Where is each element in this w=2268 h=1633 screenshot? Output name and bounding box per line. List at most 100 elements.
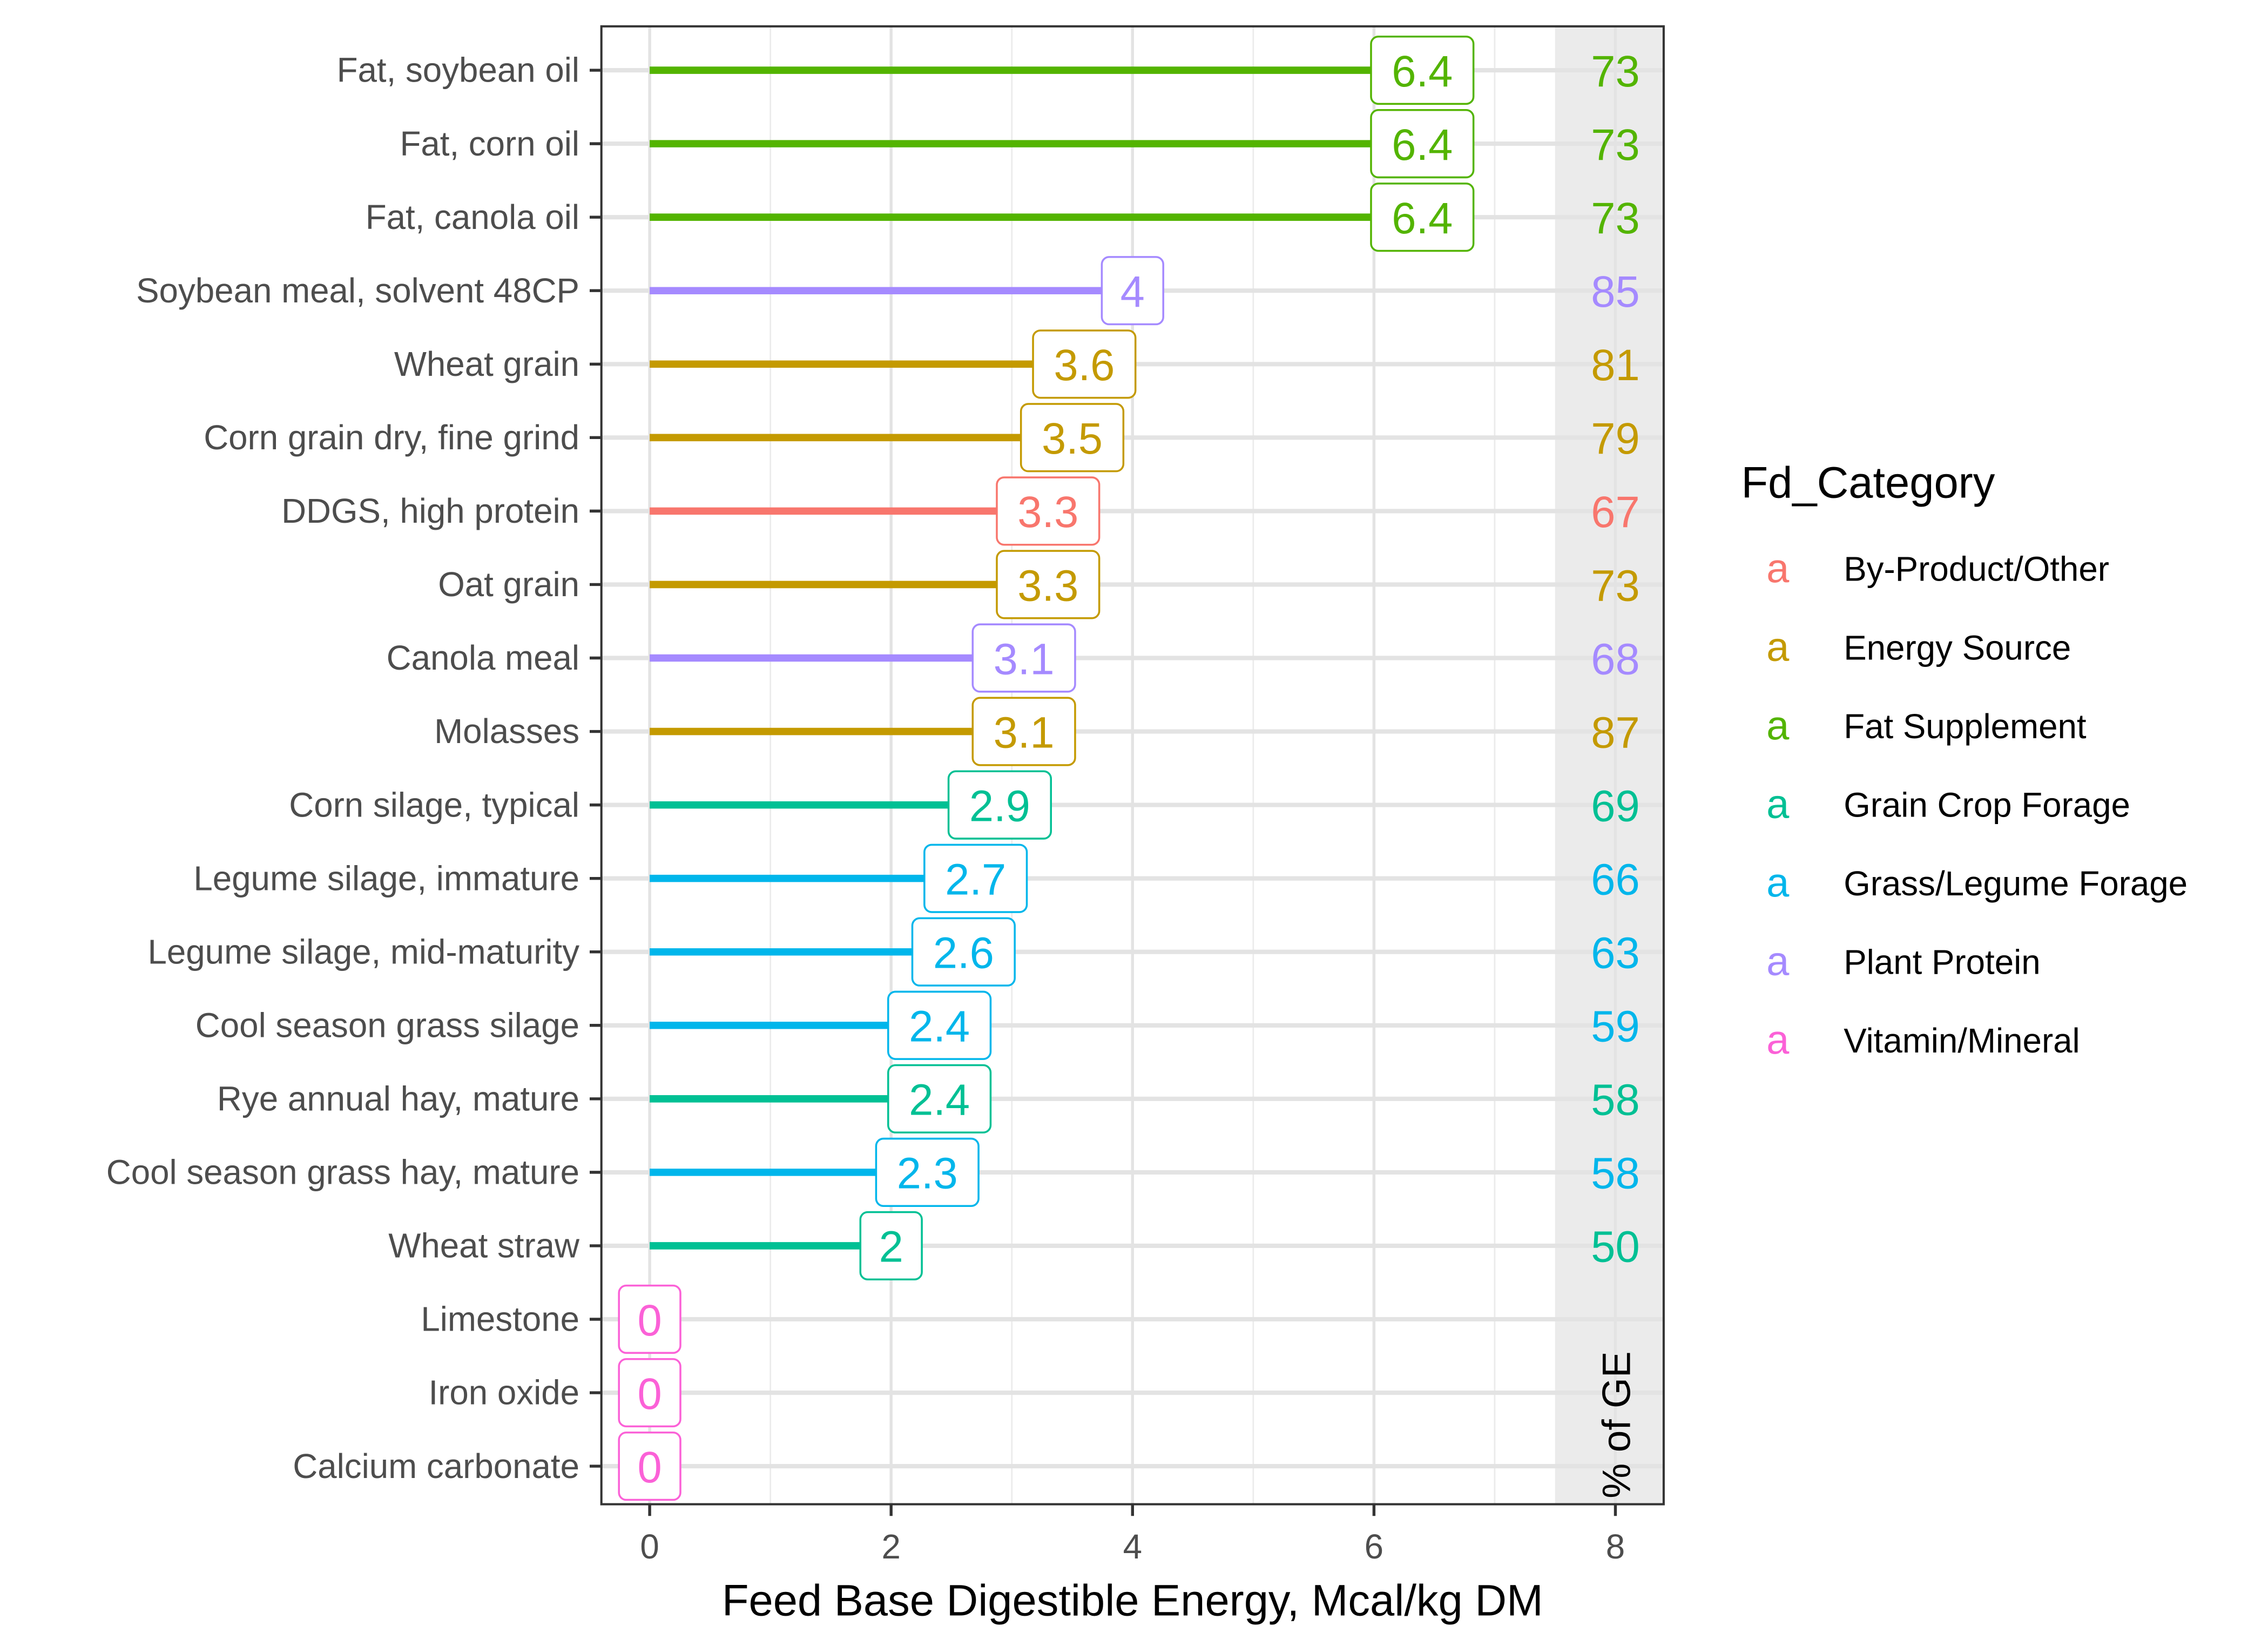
value-label: 2.9 [969, 781, 1030, 831]
value-label-box [911, 917, 1016, 987]
pct-ge-label: 69 [1591, 781, 1639, 831]
value-label: 0 [637, 1443, 662, 1492]
y-tick-label: Cool season grass hay, mature [106, 1153, 579, 1192]
legend-key: a [1766, 860, 1790, 906]
x-tick-label: 8 [1606, 1528, 1625, 1566]
value-label-box [971, 623, 1076, 693]
pct-ge-label: 73 [1591, 47, 1639, 96]
value-label-box [996, 476, 1101, 546]
legend-key: a [1766, 545, 1790, 591]
pct-ge-label: 66 [1591, 855, 1639, 904]
value-label: 2.7 [945, 855, 1006, 904]
pct-ge-label: 73 [1591, 194, 1639, 243]
value-label: 2.6 [933, 929, 994, 978]
x-axis-title: Feed Base Digestible Energy, Mcal/kg DM [722, 1576, 1543, 1625]
value-label-box [1032, 329, 1137, 399]
value-label-box [887, 990, 992, 1060]
y-tick-label: Corn silage, typical [289, 786, 579, 824]
pct-ge-label: 50 [1591, 1223, 1639, 1272]
y-axis: Fat, soybean oil Fat, corn oil Fat, canola… [106, 51, 602, 1486]
y-tick-label: Wheat straw [388, 1227, 580, 1265]
pct-ge-label: 87 [1591, 708, 1639, 757]
y-tick-label: Cool season grass silage [195, 1006, 579, 1044]
y-tick-label: Oat grain [438, 565, 579, 604]
value-label-box [887, 1064, 992, 1133]
strip-label: % of GE [1595, 1351, 1639, 1498]
value-label: 6.4 [1392, 194, 1453, 243]
value-label-box [618, 1284, 681, 1354]
pct-ge-label: 73 [1591, 120, 1639, 170]
pct-ge-label: 63 [1591, 929, 1639, 978]
legend-label: Vitamin/Mineral [1844, 1022, 2080, 1060]
value-label-box [618, 1358, 681, 1428]
pct-ge-label: 59 [1591, 1002, 1639, 1051]
legend-key: a [1766, 703, 1790, 748]
pct-ge-label: 58 [1591, 1076, 1639, 1125]
pct-ge-label: 79 [1591, 414, 1639, 463]
pct-ge-label: 58 [1591, 1149, 1639, 1198]
legend-key: a [1766, 939, 1790, 984]
legend-label: Energy Source [1844, 629, 2071, 667]
legend-label: Grass/Legume Forage [1844, 865, 2188, 903]
y-tick-label: Legume silage, immature [193, 859, 579, 898]
value-label-box [875, 1137, 980, 1207]
strip-background [1555, 26, 1664, 1504]
x-tick-label: 6 [1365, 1528, 1383, 1566]
value-label: 3.3 [1017, 488, 1078, 537]
x-tick-label: 4 [1123, 1528, 1142, 1566]
x-axis: 0 2 4 6 8 [640, 1504, 1625, 1566]
y-tick-label: Wheat grain [394, 345, 579, 383]
value-label-box [1020, 403, 1125, 473]
pct-ge-label: 81 [1591, 341, 1639, 390]
y-tick-label: Iron oxide [428, 1374, 579, 1412]
y-tick-label: Molasses [434, 712, 579, 751]
pct-ge-label: 67 [1591, 488, 1639, 537]
legend-key: a [1766, 624, 1790, 670]
x-tick-label: 2 [881, 1528, 900, 1566]
value-label-box [859, 1211, 923, 1281]
pct-ge-label: 68 [1591, 635, 1639, 684]
value-label: 3.6 [1054, 341, 1115, 390]
legend-label: Plant Protein [1844, 943, 2040, 981]
legend-label: Grain Crop Forage [1844, 786, 2130, 824]
y-tick-label: DDGS, high protein [281, 492, 579, 530]
value-label: 2.3 [897, 1149, 958, 1198]
plot-panel [600, 25, 1665, 1506]
pct-ge-label: 85 [1591, 267, 1639, 316]
value-label: 3.1 [994, 708, 1055, 757]
value-label-box [1370, 109, 1475, 179]
y-tick-label: Rye annual hay, mature [217, 1080, 579, 1118]
y-tick-label: Fat, corn oil [400, 125, 579, 163]
y-tick-label: Calcium carbonate [293, 1447, 579, 1486]
y-tick-label: Canola meal [387, 639, 579, 677]
value-label: 4 [1120, 267, 1145, 316]
value-label: 3.3 [1017, 561, 1078, 610]
x-tick-label: 0 [640, 1528, 659, 1566]
value-label-box [947, 770, 1052, 840]
chart-marks: 6.4 73 6.4 73 6.4 73 4 85 3.6 81 3.5 79 3.3 67 3.3 73 3.… [618, 35, 1640, 1501]
value-label-box [1101, 256, 1164, 326]
value-label: 6.4 [1392, 47, 1453, 96]
legend-key: a [1766, 781, 1790, 827]
value-label-box [1370, 35, 1475, 105]
legend-key: a [1766, 1017, 1790, 1063]
legend-label: Fat Supplement [1844, 707, 2087, 746]
value-label-box [1370, 183, 1475, 252]
value-label: 0 [637, 1369, 662, 1419]
value-label: 6.4 [1392, 120, 1453, 170]
y-tick-label: Legume silage, mid-maturity [147, 933, 579, 971]
y-tick-label: Fat, canola oil [366, 198, 579, 237]
value-label: 2 [879, 1223, 903, 1272]
y-tick-label: Fat, soybean oil [337, 51, 579, 90]
value-label-box [996, 550, 1101, 619]
y-tick-label: Limestone [421, 1300, 579, 1339]
y-tick-label: Corn grain dry, fine grind [204, 419, 579, 457]
value-label-box [923, 844, 1028, 913]
value-label: 2.4 [909, 1002, 970, 1051]
legend-title: Fd_Category [1742, 458, 1995, 507]
value-label: 3.1 [994, 635, 1055, 684]
legend: Fd_Category a By-Product/Other a Energy Sou… [1742, 458, 2188, 1063]
value-label: 0 [637, 1296, 662, 1345]
pct-ge-label: 73 [1591, 561, 1639, 610]
